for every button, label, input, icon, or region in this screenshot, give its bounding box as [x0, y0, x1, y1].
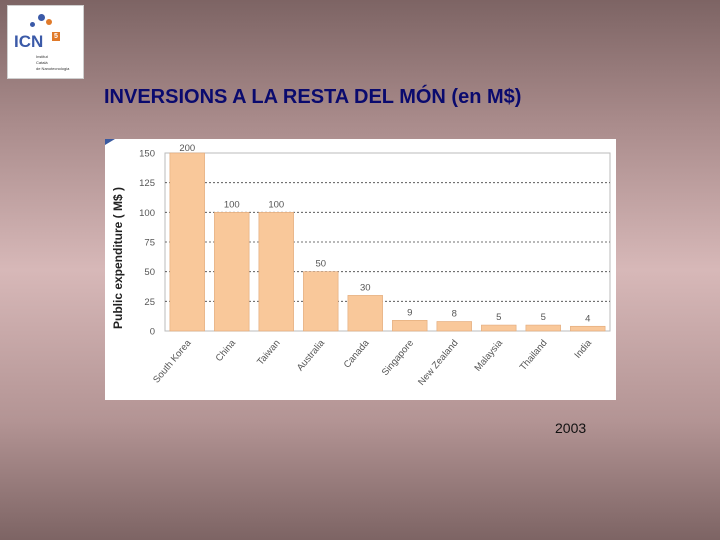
x-tick-label: Canada	[342, 337, 372, 370]
data-label: 30	[360, 282, 371, 293]
x-tick-label: South Korea	[151, 337, 194, 385]
bar	[436, 321, 472, 332]
x-tick-label: Taiwan	[255, 338, 282, 368]
y-tick-label: 150	[139, 149, 155, 160]
x-tick-label: China	[214, 337, 239, 364]
data-label: 100	[268, 199, 284, 210]
y-tick-label: 125	[139, 178, 155, 189]
logo-line: Institut	[36, 54, 48, 59]
y-tick-label: 100	[139, 208, 155, 219]
y-tick-label: 25	[144, 297, 155, 308]
y-axis-label: Public expenditure ( M$ )	[111, 187, 125, 329]
data-label: 9	[407, 307, 412, 318]
bar-chart: 0 25 50 75 100 125 150 200 South Korea 100 China 10…	[105, 139, 611, 388]
logo-dot	[46, 19, 52, 25]
x-tick-label: Malaysia	[473, 337, 506, 373]
data-label: 50	[315, 259, 326, 270]
label-layer: 0 25 50 75 100 125 150 200 South Korea 100 China 10…	[139, 143, 594, 388]
bar	[303, 271, 339, 332]
x-tick-label: Thailand	[518, 338, 550, 373]
data-label: 200	[179, 143, 195, 154]
bar-layer	[169, 152, 606, 332]
data-label: 5	[496, 312, 501, 323]
bar	[392, 320, 428, 332]
logo-line: de Nanotecnologia	[36, 66, 70, 71]
data-label: 4	[585, 313, 590, 324]
y-tick-label: 0	[150, 327, 155, 338]
bar	[525, 324, 561, 332]
bar	[214, 212, 250, 332]
x-tick-label: Singapore	[380, 338, 416, 378]
logo-superscript: 5	[52, 32, 60, 41]
bar	[169, 152, 205, 332]
x-tick-label: India	[572, 337, 594, 360]
data-label: 5	[541, 312, 546, 323]
year-label: 2003	[555, 420, 587, 436]
bar	[347, 295, 383, 332]
icn-logo: ICN 5 Institut Català de Nanotecnologia	[7, 5, 84, 79]
logo-dot	[38, 14, 45, 21]
bar	[570, 325, 606, 332]
grid-layer	[164, 152, 611, 332]
data-label: 100	[224, 199, 240, 210]
slide-title: INVERSIONS A LA RESTA DEL MÓN (en M$)	[104, 86, 522, 108]
logo-dot	[30, 22, 35, 27]
corner-accent	[105, 139, 115, 145]
y-tick-label: 75	[144, 238, 155, 249]
data-label: 8	[452, 309, 457, 320]
logo-text: ICN	[14, 32, 44, 51]
x-tick-label: New Zealand	[416, 338, 460, 388]
y-tick-label: 50	[144, 267, 155, 278]
x-tick-label: Australia	[295, 337, 328, 373]
logo-line: Català	[36, 60, 48, 65]
bar	[258, 212, 294, 332]
bar	[481, 324, 517, 332]
chart-panel: 0 25 50 75 100 125 150 200 South Korea 100 China 10…	[105, 139, 616, 400]
